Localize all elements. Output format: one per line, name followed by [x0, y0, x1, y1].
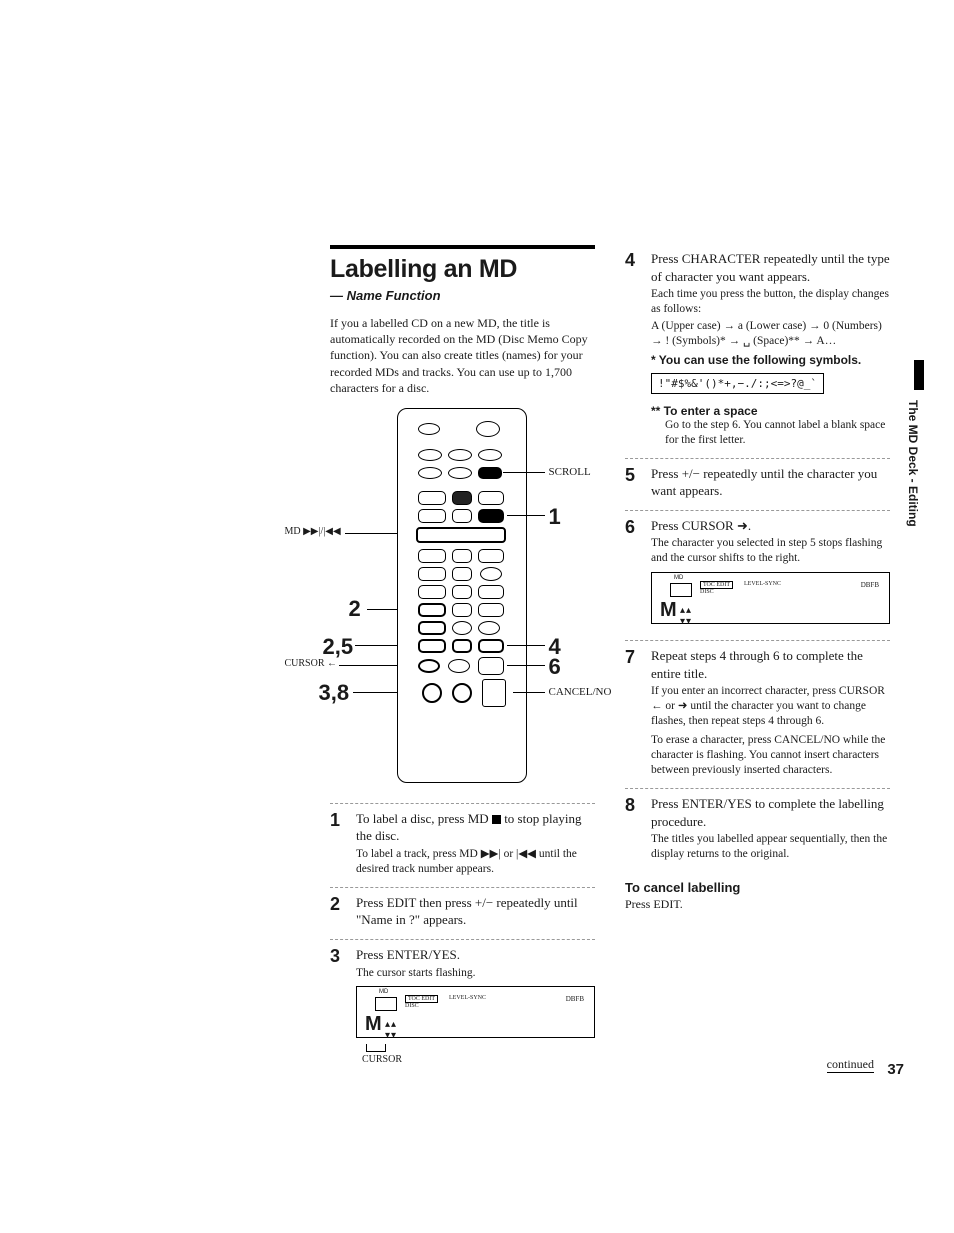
- md-skip-label: MD ▶▶|/|◀◀: [285, 526, 341, 537]
- callout-38: 3,8: [319, 680, 350, 706]
- step7-sub2: To erase a character, press CANCEL/NO wh…: [651, 733, 890, 778]
- display-2: MD TOC EDIT DISC LEVEL-SYNC DBFB M ▴▴▾▾: [651, 572, 890, 624]
- cancel-heading: To cancel labelling: [625, 880, 890, 895]
- step7-main: Repeat steps 4 through 6 to complete the…: [651, 647, 890, 682]
- remote-body: [397, 408, 527, 783]
- step-5: 5 Press +/− repeatedly until the charact…: [625, 458, 890, 500]
- cancel-no-label: CANCEL/NO: [549, 686, 612, 698]
- step2-main: Press EDIT then press +/− repeatedly unt…: [356, 894, 595, 929]
- cursor-left-label: CURSOR ←: [285, 658, 338, 669]
- step4-sub1: Each time you press the button, the disp…: [651, 287, 890, 317]
- right-column: 4 Press CHARACTER repeatedly until the t…: [625, 245, 890, 1075]
- left-column: Labelling an MD — Name Function If you a…: [330, 245, 595, 1075]
- intro-text: If you a labelled CD on a new MD, the ti…: [330, 315, 595, 396]
- step-7: 7 Repeat steps 4 through 6 to complete t…: [625, 640, 890, 778]
- left-steps: 1 To label a disc, press MD to stop play…: [330, 803, 595, 1066]
- step-6: 6 Press CURSOR ➜. The character you sele…: [625, 510, 890, 630]
- space-note-body: Go to the step 6. You cannot label a bla…: [665, 418, 890, 448]
- step1-sub: To label a track, press MD ▶▶| or |◀◀ un…: [356, 847, 595, 877]
- cursor-label: CURSOR: [362, 1054, 595, 1065]
- step5-main: Press +/− repeatedly until the character…: [651, 465, 890, 500]
- side-label: The MD Deck - Editing: [906, 400, 920, 527]
- step6-sub: The character you selected in step 5 sto…: [651, 536, 890, 566]
- symbols-box: !"#$%&'()*+,−./:;<=>?@_`: [651, 373, 824, 394]
- symbols-note: * You can use the following symbols.: [651, 353, 890, 367]
- step7-sub1: If you enter an incorrect character, pre…: [651, 684, 890, 729]
- callout-2: 2: [349, 596, 361, 622]
- step4-main: Press CHARACTER repeatedly until the typ…: [651, 250, 890, 285]
- page-number: 37: [887, 1061, 904, 1078]
- callout-1: 1: [549, 504, 561, 530]
- display-1: MD TOC EDIT DISC LEVEL-SYNC DBFB M ▴▴▾▾: [356, 986, 595, 1038]
- callout-25: 2,5: [323, 634, 354, 660]
- step-1: 1 To label a disc, press MD to stop play…: [330, 803, 595, 877]
- scroll-label: SCROLL: [549, 466, 591, 478]
- remote-diagram: SCROLL 1 4 6 CANCEL/NO MD ▶▶|/|◀◀ 2 2,5 …: [363, 408, 563, 783]
- step8-main: Press ENTER/YES to complete the labellin…: [651, 795, 890, 830]
- page-title: Labelling an MD: [330, 245, 595, 284]
- step4-sub2: A (Upper case) → a (Lower case) → 0 (Num…: [651, 319, 890, 349]
- space-note: ** To enter a space: [651, 404, 890, 418]
- continued-label: continued: [827, 1057, 874, 1073]
- step-8: 8 Press ENTER/YES to complete the labell…: [625, 788, 890, 862]
- step8-sub: The titles you labelled appear sequentia…: [651, 832, 890, 862]
- step-4: 4 Press CHARACTER repeatedly until the t…: [625, 250, 890, 448]
- step-3: 3 Press ENTER/YES. The cursor starts fla…: [330, 939, 595, 1065]
- callout-6: 6: [549, 654, 561, 680]
- step1-a: To label a disc, press MD: [356, 811, 492, 826]
- page-subtitle: — Name Function: [330, 288, 595, 303]
- cancel-text: Press EDIT.: [625, 897, 890, 912]
- stop-icon: [492, 815, 501, 824]
- side-tab: [914, 360, 924, 390]
- step3-sub: The cursor starts flashing.: [356, 966, 595, 981]
- step3-main: Press ENTER/YES.: [356, 946, 595, 964]
- step6-main: Press CURSOR ➜.: [651, 517, 890, 535]
- step-2: 2 Press EDIT then press +/− repeatedly u…: [330, 887, 595, 929]
